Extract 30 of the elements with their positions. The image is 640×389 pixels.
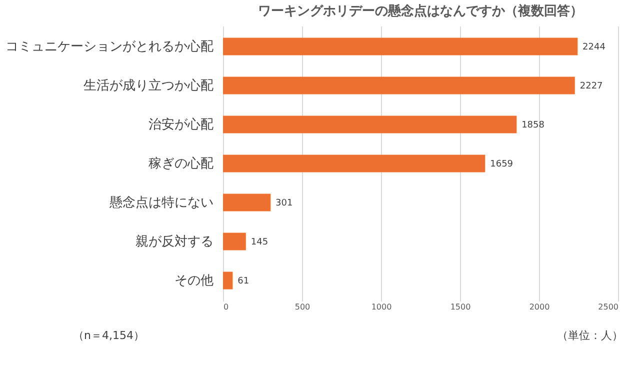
y-tick-label: 治安が心配 [148, 116, 214, 132]
bar [223, 272, 233, 290]
bar [223, 232, 246, 250]
y-tick-label: コミュニケーションがとれるか心配 [6, 38, 214, 54]
data-label: 1858 [522, 120, 545, 130]
x-tick-label: 500 [294, 302, 310, 312]
bar [223, 194, 271, 212]
y-tick-label: 親が反対する [136, 234, 214, 250]
x-tick-label: 2500 [598, 302, 618, 312]
x-tick-label: 2000 [529, 302, 550, 312]
y-tick-label: 懸念点は特にない [108, 196, 214, 211]
x-tick-label: 1500 [450, 302, 471, 312]
y-tick-label: その他 [174, 274, 214, 289]
data-label: 61 [238, 276, 250, 287]
text: （n＝4,154） [73, 329, 144, 342]
x-tick-label: 1000 [371, 302, 392, 312]
data-label: 301 [276, 198, 293, 209]
y-tick-label: 生活が成り立つか心配 [84, 77, 214, 94]
bar [223, 76, 575, 94]
data-label: 2244 [582, 42, 606, 52]
x-tick-label: 0 [224, 302, 229, 312]
y-tick-label: 稼ぎの心配 [148, 156, 214, 172]
data-label: 2227 [580, 81, 603, 92]
data-label: 145 [250, 238, 268, 248]
bar [223, 154, 486, 172]
bar [223, 38, 578, 56]
chart-title: ワーキングホリデーの懸念点はなんですか（複数回答） [258, 3, 583, 19]
bar [223, 116, 517, 134]
text: （単位：人） [557, 329, 623, 342]
data-label: 1659 [490, 160, 514, 170]
